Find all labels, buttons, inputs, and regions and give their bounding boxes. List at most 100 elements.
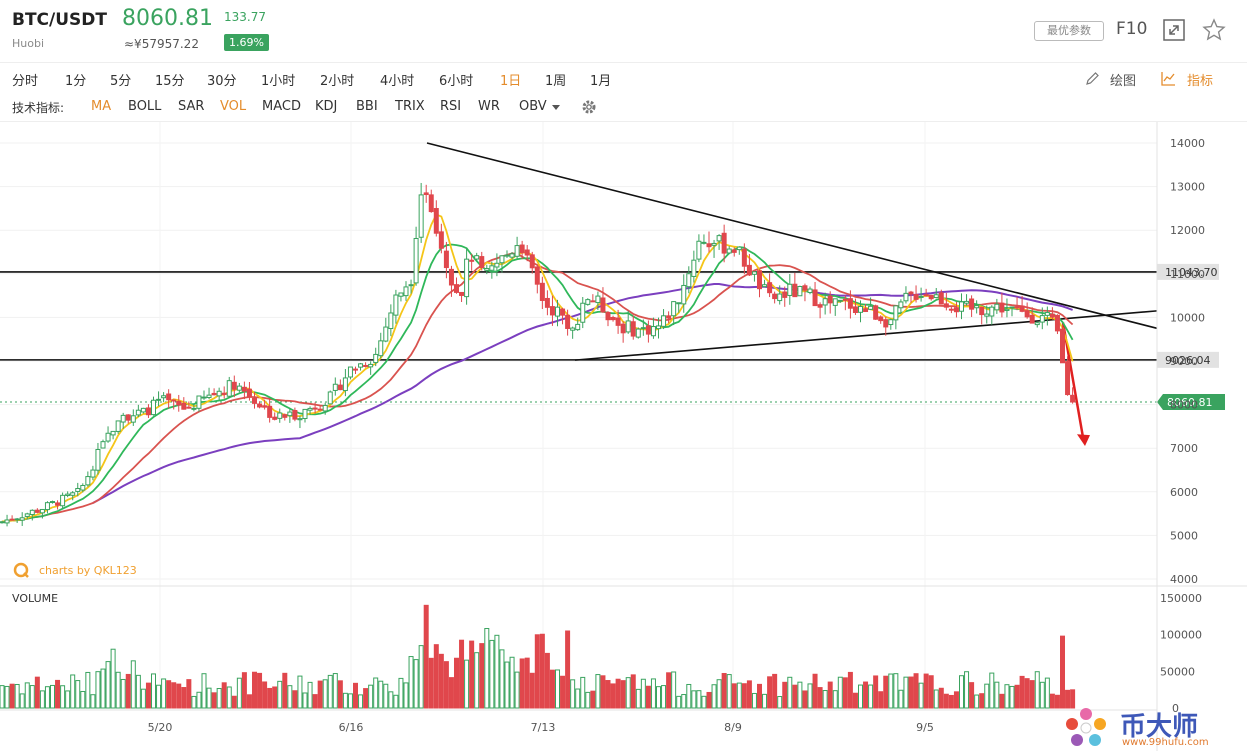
- candle-body: [252, 397, 257, 404]
- volume-bar: [676, 695, 682, 709]
- tf-30m[interactable]: 30分: [207, 74, 237, 89]
- candle-body: [1065, 361, 1071, 396]
- candle-body: [181, 402, 187, 410]
- candle-body: [731, 249, 737, 253]
- volume-bar: [928, 675, 934, 709]
- candle-body: [408, 284, 414, 287]
- volume-bar: [514, 671, 520, 709]
- candle-body: [716, 235, 722, 242]
- candle-body: [666, 315, 672, 319]
- candle-body: [898, 301, 904, 309]
- tf-1m[interactable]: 1分: [65, 74, 87, 89]
- current-price-label: 8060.81: [1167, 396, 1213, 409]
- f10-button[interactable]: F10: [1116, 19, 1148, 39]
- volume-bar: [39, 690, 45, 709]
- ind-sar[interactable]: SAR: [178, 99, 205, 114]
- volume-bar: [509, 656, 515, 709]
- candle-body: [277, 412, 283, 419]
- tf-2h[interactable]: 2小时: [320, 74, 355, 89]
- star-icon[interactable]: [1202, 18, 1226, 42]
- candle-body: [777, 293, 783, 302]
- volume-bar: [686, 683, 692, 709]
- price-tick-label: 13000: [1170, 181, 1205, 194]
- pencil-icon[interactable]: [1085, 71, 1100, 86]
- candle-body: [363, 364, 369, 367]
- volume-bar: [888, 673, 894, 709]
- volume-bar: [403, 682, 409, 709]
- volume-bar: [635, 688, 641, 709]
- ind-boll[interactable]: BOLL: [128, 99, 162, 114]
- volume-bar: [858, 684, 863, 709]
- ind-vol[interactable]: VOL: [220, 99, 247, 114]
- candle-body: [928, 294, 934, 300]
- cny-price: ≈¥57957.22: [124, 37, 199, 51]
- candle-body: [459, 291, 465, 296]
- volume-bar: [181, 687, 187, 709]
- candle-body: [847, 298, 853, 309]
- candle-body: [1070, 394, 1076, 403]
- candle-body: [206, 394, 212, 399]
- ind-wr[interactable]: WR: [478, 99, 500, 114]
- volume-bar: [413, 659, 419, 709]
- price-chart[interactable]: 11043.70 9026.04 8060.81 4000 5000 6000 7000 8…: [0, 122, 1247, 751]
- volume-bar: [267, 687, 273, 709]
- current-price-tag: [1157, 393, 1225, 410]
- ind-bbi[interactable]: BBI: [356, 99, 378, 114]
- volume-bar: [1054, 694, 1060, 709]
- tf-15m[interactable]: 15分: [155, 74, 185, 89]
- volume-bar: [398, 677, 404, 709]
- candle-body: [918, 295, 924, 298]
- candle-body: [676, 302, 682, 305]
- qkl-logo-icon: [13, 562, 29, 578]
- gear-icon[interactable]: [580, 98, 598, 116]
- tf-6h[interactable]: 6小时: [439, 74, 474, 89]
- volume-bar: [711, 684, 717, 709]
- resistance-trendline: [426, 142, 1158, 330]
- candle-body: [878, 316, 884, 322]
- volume-bar: [120, 678, 126, 709]
- volume-bar: [539, 633, 545, 709]
- candle-body: [1004, 308, 1010, 311]
- volume-bar: [50, 684, 55, 709]
- volume-bar: [110, 648, 116, 709]
- tf-1d[interactable]: 1日: [500, 74, 522, 89]
- ind-obv[interactable]: OBV: [519, 99, 547, 114]
- volume-bar: [337, 680, 343, 709]
- exchange-name: Huobi: [12, 37, 45, 50]
- candle-body: [802, 285, 808, 291]
- ind-kdj[interactable]: KDJ: [315, 99, 338, 114]
- ind-macd[interactable]: MACD: [262, 99, 301, 114]
- tf-1h[interactable]: 1小时: [261, 74, 296, 89]
- candle-body: [211, 392, 217, 396]
- draw-button[interactable]: 绘图: [1110, 74, 1137, 89]
- volume-bar: [736, 682, 742, 709]
- tf-5m[interactable]: 5分: [110, 74, 132, 89]
- volume-bar: [625, 677, 631, 709]
- volume-bar: [650, 678, 656, 709]
- volume-bar: [605, 680, 611, 709]
- volume-bar: [822, 690, 828, 709]
- candle-body: [832, 298, 838, 306]
- volume-bar: [868, 684, 874, 709]
- chevron-down-icon[interactable]: [551, 104, 561, 112]
- grid: [0, 122, 1157, 710]
- ind-ma[interactable]: MA: [91, 99, 112, 114]
- tf-4h[interactable]: 4小时: [380, 74, 415, 89]
- candle-body: [1034, 322, 1040, 326]
- volume-bar: [433, 644, 439, 709]
- fullscreen-icon[interactable]: [1162, 18, 1186, 42]
- candle-body: [55, 502, 61, 506]
- tf-1w[interactable]: 1周: [545, 74, 567, 89]
- candle-body: [388, 312, 394, 330]
- volume-bar: [221, 682, 227, 709]
- ind-trix[interactable]: TRIX: [395, 99, 425, 114]
- indicator-chart-icon[interactable]: [1161, 71, 1176, 86]
- indicator-button[interactable]: 指标: [1187, 74, 1214, 89]
- ind-rsi[interactable]: RSI: [440, 99, 462, 114]
- volume-bar: [388, 691, 394, 709]
- tf-fenshi[interactable]: 分时: [12, 74, 39, 89]
- tf-1mo[interactable]: 1月: [590, 74, 612, 89]
- volume-bar: [438, 653, 444, 709]
- best-params-button[interactable]: 最优参数: [1034, 21, 1104, 41]
- candle-body: [852, 306, 858, 314]
